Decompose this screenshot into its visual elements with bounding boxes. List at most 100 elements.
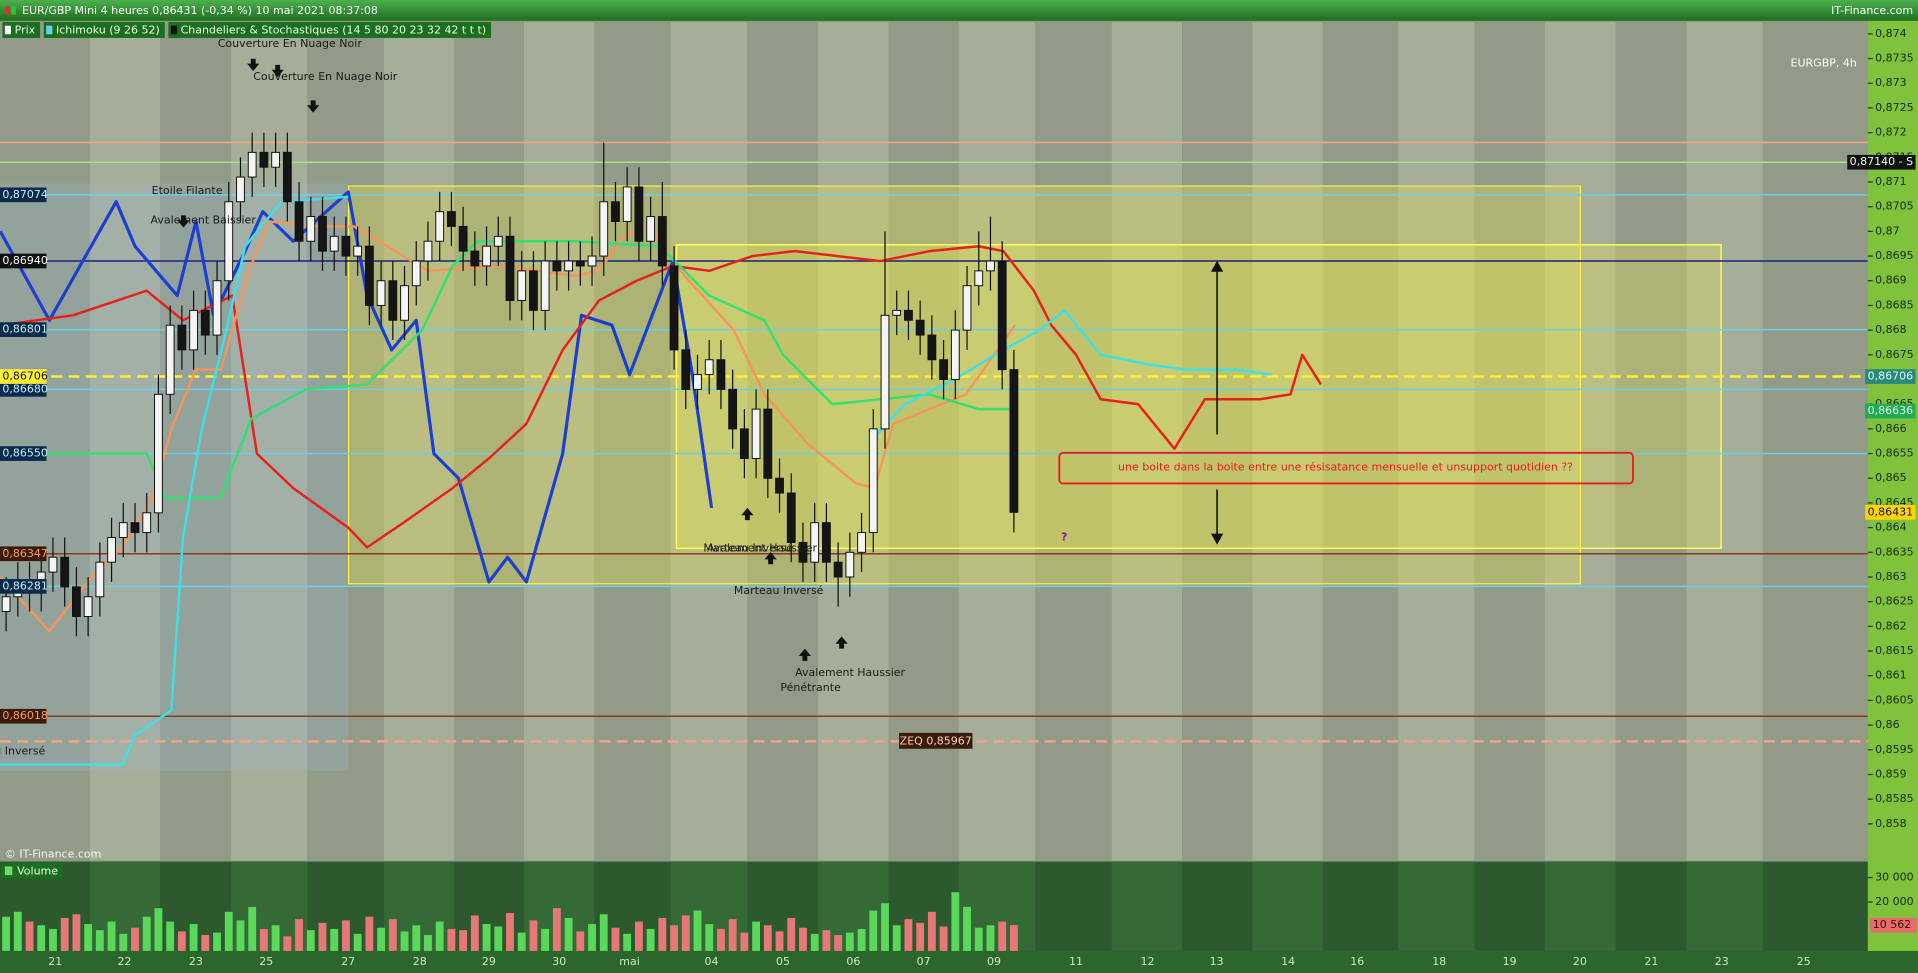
note-text: une boite dans la boite entre une résisa…	[1118, 461, 1573, 474]
level-label: ZEQ 0,85967	[900, 734, 972, 747]
day-band-volume	[1322, 861, 1399, 951]
level-label-bg	[0, 369, 47, 384]
y-tick-label: 0,8705	[1875, 200, 1913, 213]
volume-bar	[236, 920, 245, 951]
candle-body	[552, 260, 562, 272]
pattern-arrow	[177, 215, 190, 228]
volume-bar	[517, 932, 526, 951]
pattern-label: Couverture En Nuage Noir	[253, 70, 398, 83]
volume-bar	[529, 920, 538, 951]
y-tick-label: 0,8695	[1875, 249, 1913, 262]
volume-bar	[787, 917, 796, 951]
price-tag-bg	[1865, 369, 1916, 384]
volume-bar	[142, 916, 151, 951]
candle-body	[83, 596, 93, 617]
volume-bar	[599, 914, 608, 951]
volume-tag: 10 562	[1873, 918, 1911, 931]
candle-body	[904, 309, 913, 321]
candle-body	[681, 349, 691, 390]
candle-body	[939, 359, 948, 380]
level-label-bg	[0, 322, 47, 337]
candle-body	[540, 260, 550, 311]
candle-body	[341, 235, 351, 257]
candle-body	[927, 334, 937, 361]
price-tag-bg	[1865, 403, 1916, 419]
volume-bar	[189, 924, 198, 951]
day-band	[1762, 22, 1868, 861]
title-bar	[0, 0, 1918, 21]
candle-body	[611, 201, 620, 222]
inner-box	[675, 244, 1722, 550]
candle-body	[294, 201, 304, 242]
volume-icon	[4, 866, 13, 876]
candle-body	[60, 556, 70, 588]
volume-bar	[857, 928, 866, 951]
candle-body	[622, 186, 632, 222]
candle-body	[997, 260, 1007, 371]
legend-icon	[46, 25, 53, 35]
volume-bar	[424, 935, 432, 951]
candle-body	[48, 556, 58, 573]
candle-body	[728, 388, 738, 430]
y-tick-label: 0,863	[1875, 570, 1906, 583]
candle-body	[95, 561, 105, 598]
site-name: IT-Finance.com	[1831, 4, 1913, 17]
day-band-volume	[1762, 861, 1868, 951]
y-tick-label: 0,87	[1875, 224, 1899, 237]
y-tick-label: 0,874	[1875, 27, 1906, 40]
y-tick-label: 0,8615	[1875, 644, 1913, 657]
candle-body	[529, 270, 538, 311]
x-tick-label: 19	[1503, 955, 1517, 968]
x-tick-label: mai	[619, 955, 640, 968]
day-band-volume	[1398, 861, 1475, 951]
y-tick-label: 0,866	[1875, 422, 1906, 435]
candle-body	[154, 393, 163, 514]
pattern-label: Avalement Haussier	[795, 666, 905, 679]
volume-bar	[248, 906, 257, 951]
day-band-volume	[958, 861, 1035, 951]
volume-bar	[646, 928, 655, 951]
y-tick-label: 0,8605	[1875, 693, 1913, 706]
volume-bar	[72, 914, 81, 951]
volume-bar	[728, 919, 737, 951]
candle-body	[986, 260, 995, 272]
volume-bar	[588, 924, 596, 951]
title-icon	[11, 6, 16, 15]
candle-body	[247, 151, 257, 178]
x-tick-label: 25	[259, 955, 273, 968]
candle-body	[376, 280, 386, 306]
legend-item: Ichimoku (9 26 52)	[56, 24, 160, 37]
volume-bar	[107, 921, 116, 951]
volume-tag-bg	[1870, 917, 1917, 933]
candle-body	[189, 309, 198, 351]
window-title: EUR/GBP Mini 4 heures 0,86431 (-0,34 %) …	[22, 4, 378, 17]
volume-tick-label: 20 000	[1875, 895, 1913, 908]
candle-body	[224, 201, 234, 282]
volume-bar	[963, 906, 971, 951]
candle-body	[868, 428, 878, 534]
volume-bar	[670, 925, 678, 951]
volume-bar	[810, 933, 819, 951]
volume-bar	[951, 892, 960, 951]
legend-icon	[4, 25, 12, 35]
candle-body	[435, 211, 445, 242]
candle-body	[704, 359, 714, 376]
candle-body	[880, 314, 890, 430]
pattern-label: Etoile Filante	[152, 184, 223, 197]
candle-body	[1, 596, 11, 613]
price-tag-bg	[1847, 154, 1916, 170]
candle-body	[587, 255, 597, 267]
y-tick-label: 0,8685	[1875, 298, 1913, 311]
y-tick-label: 0,868	[1875, 323, 1906, 336]
x-tick-label: 04	[705, 955, 719, 968]
note-box	[1058, 451, 1634, 485]
volume-bar	[388, 919, 397, 951]
volume-bar	[763, 925, 772, 951]
volume-bar	[998, 921, 1007, 951]
volume-bar	[986, 925, 995, 951]
candle-body	[423, 240, 433, 262]
volume-bar	[634, 921, 643, 951]
level-label-bg	[0, 446, 47, 461]
pattern-arrow	[798, 648, 811, 661]
